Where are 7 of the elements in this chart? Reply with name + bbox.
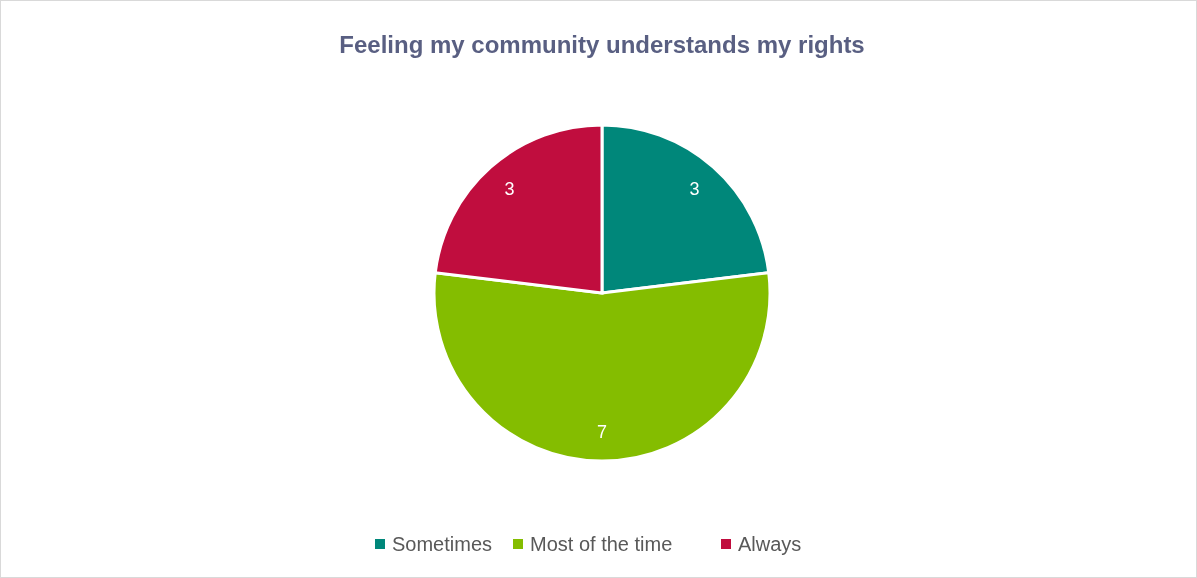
legend-label: Sometimes [392,533,493,555]
data-label: 7 [596,422,608,443]
legend-label: Most of the time [530,533,673,555]
legend-label: Always [738,533,802,555]
data-label: 3 [504,178,515,199]
chart-title: Feeling my community understands my rights [339,31,865,58]
data-label: 3 [689,178,700,199]
